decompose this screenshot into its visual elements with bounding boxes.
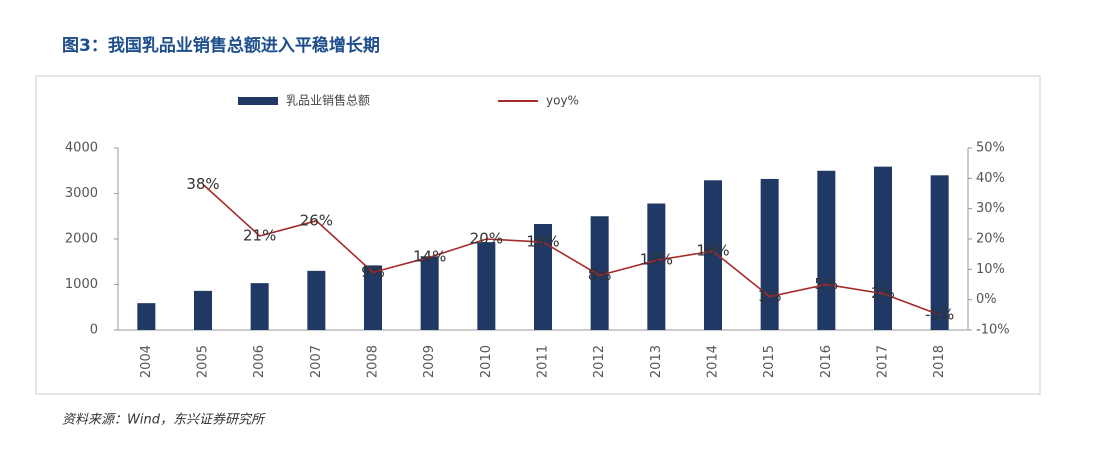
- y-tick-label: 4000: [65, 141, 98, 156]
- data-label: 14%: [413, 248, 446, 266]
- data-label: 16%: [696, 242, 729, 260]
- x-tick-label: 2016: [819, 345, 834, 378]
- legend-swatch: [238, 97, 278, 105]
- x-tick-label: 2011: [536, 345, 551, 378]
- data-label: 21%: [243, 226, 276, 244]
- y2-tick-label: 50%: [976, 141, 1005, 156]
- x-tick-label: 2007: [309, 345, 324, 378]
- bar: [647, 203, 666, 330]
- y2-tick-label: 20%: [976, 232, 1005, 247]
- bar: [874, 166, 892, 330]
- x-tick-label: 2017: [876, 345, 891, 378]
- bar: [930, 175, 949, 330]
- x-tick-label: 2010: [479, 345, 494, 378]
- x-tick-label: 2013: [649, 345, 664, 378]
- bar: [307, 270, 326, 330]
- x-tick-label: 2006: [252, 345, 267, 378]
- data-label: 5%: [814, 275, 838, 293]
- y-tick-label: 2000: [65, 232, 98, 247]
- legend-label: yoy%: [546, 94, 579, 108]
- bar: [760, 178, 779, 330]
- bar: [364, 265, 382, 330]
- data-label: 26%: [300, 211, 333, 229]
- y2-tick-label: 0%: [976, 292, 997, 307]
- bar: [590, 216, 609, 330]
- x-tick-label: 2004: [139, 345, 154, 378]
- y2-tick-label: 10%: [976, 262, 1005, 277]
- y-tick-label: 1000: [65, 277, 98, 292]
- legend-label: 乳品业销售总额: [286, 93, 370, 108]
- y2-tick-label: 40%: [976, 171, 1005, 186]
- x-tick-label: 2009: [422, 345, 437, 378]
- line: [202, 183, 940, 316]
- chart-frame: [35, 75, 1041, 395]
- x-tick-label: 2005: [196, 345, 211, 378]
- data-label: 1%: [758, 287, 782, 305]
- data-label: 2%: [871, 284, 895, 302]
- bar: [534, 223, 552, 330]
- source-note: 资料来源：Wind，东兴证券研究所: [62, 412, 266, 428]
- x-tick-label: 2008: [366, 345, 381, 378]
- bar: [420, 256, 439, 330]
- data-label: -5%: [925, 305, 954, 323]
- x-tick-label: 2012: [592, 345, 607, 378]
- x-tick-label: 2015: [762, 345, 777, 378]
- data-label: 19%: [526, 233, 559, 251]
- bar: [250, 283, 269, 330]
- chart-title: 图3：我国乳品业销售总额进入平稳增长期: [62, 35, 380, 56]
- bar: [137, 303, 156, 330]
- bar: [817, 170, 836, 330]
- data-label: 13%: [640, 251, 673, 269]
- data-label: 8%: [588, 266, 612, 284]
- y-tick-label: 0: [90, 323, 98, 338]
- y2-tick-label: -10%: [976, 323, 1010, 338]
- x-tick-label: 2014: [706, 345, 721, 378]
- y-tick-label: 3000: [65, 186, 98, 201]
- data-label: 20%: [470, 230, 503, 248]
- bar: [194, 290, 212, 330]
- data-label: 38%: [186, 175, 219, 193]
- bar: [704, 180, 722, 330]
- y2-tick-label: 30%: [976, 201, 1005, 216]
- bar: [477, 242, 496, 330]
- x-tick-label: 2018: [932, 345, 947, 378]
- data-label: 9%: [361, 263, 385, 281]
